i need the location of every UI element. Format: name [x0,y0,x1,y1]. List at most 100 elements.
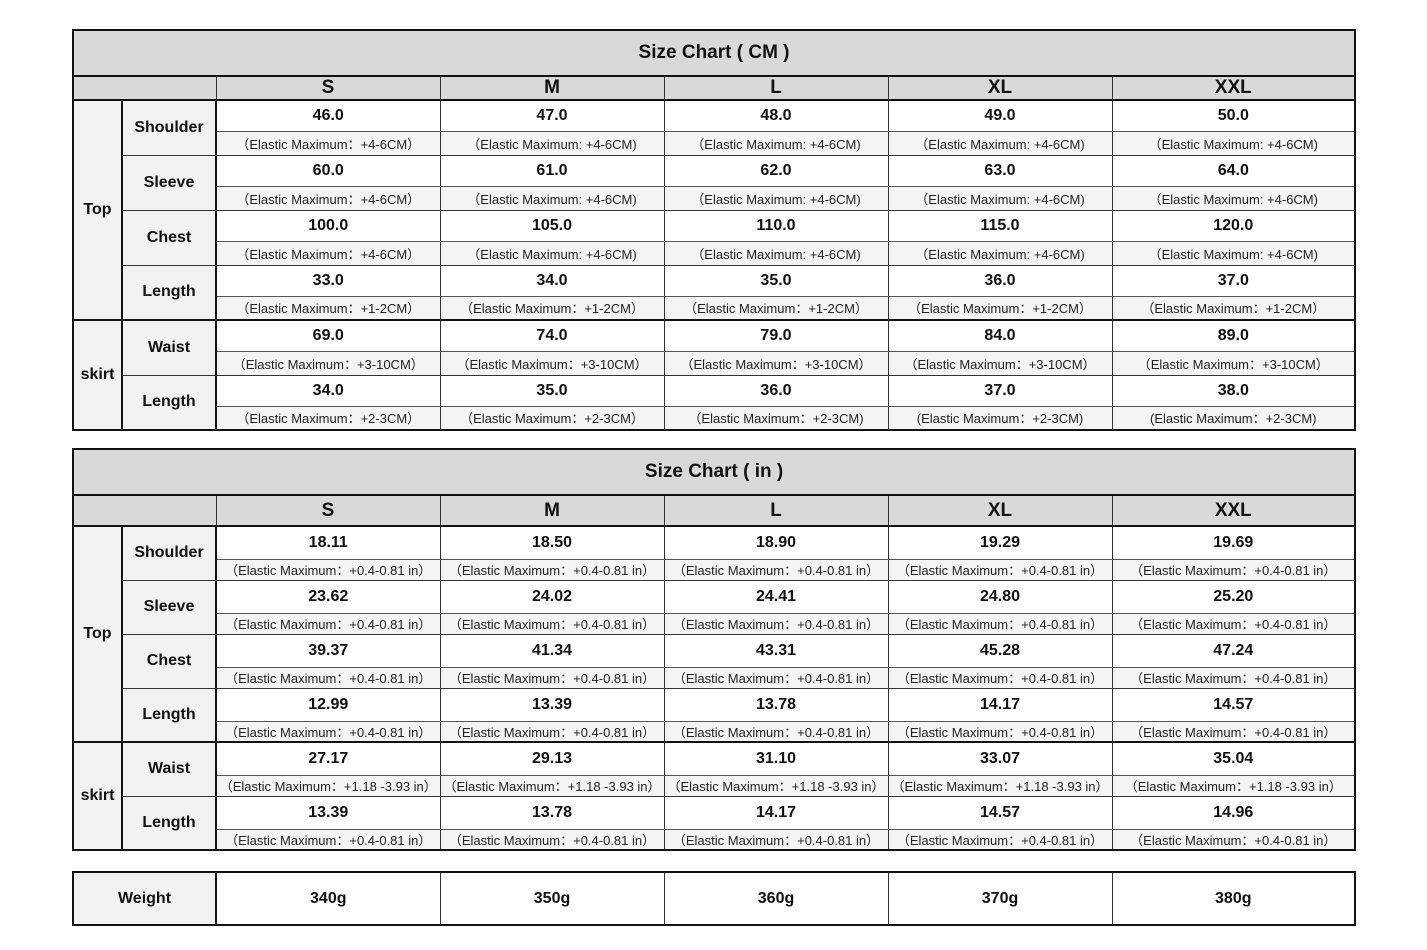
group-label: skirt [72,319,123,431]
elastic-row: （Elastic Maximum：+4-6CM） （Elastic Maximum… [73,130,1356,156]
elastic-row: （Elastic Maximum：+1.18 -3.93 in） （Elastic… [73,774,1356,797]
measurement-row: Length 12.99 13.39 13.78 14.17 14.57 [73,687,1356,743]
elastic-note: （Elastic Maximum：+3-10CM） [663,350,889,376]
elastic-row: （Elastic Maximum：+3-10CM） （Elastic Maximu… [73,350,1356,376]
measurement-label: Chest [121,633,217,689]
elastic-note: （Elastic Maximum：+1.18 -3.93 in） [439,774,665,797]
size-header: L [663,75,889,101]
weight-value: 370g [887,871,1113,926]
elastic-note: （Elastic Maximum：+0.4-0.81 in） [215,666,441,689]
elastic-row: （Elastic Maximum：+4-6CM） （Elastic Maximum… [73,240,1356,266]
elastic-note: （Elastic Maximum: +4-6CM) [1111,240,1356,266]
elastic-note: （Elastic Maximum：+0.4-0.81 in） [887,666,1113,689]
elastic-note: （Elastic Maximum：+0.4-0.81 in） [439,720,665,743]
measurement-value: 24.80 [887,579,1113,614]
elastic-note: （Elastic Maximum: +4-6CM) [1111,185,1356,211]
elastic-row: （Elastic Maximum：+0.4-0.81 in） （Elastic M… [73,666,1356,689]
measurement-row: skirt Waist 27.17 29.13 31.10 33.07 35.04 [72,741,1356,851]
elastic-note: （Elastic Maximum: +4-6CM) [887,185,1113,211]
elastic-note: （Elastic Maximum: +4-6CM) [887,240,1113,266]
size-header: M [439,494,665,527]
group-label: skirt [72,741,123,851]
elastic-note: （Elastic Maximum：+2-3CM） [439,405,665,431]
elastic-note: （Elastic Maximum：+1-2CM） [663,295,889,321]
elastic-note: （Elastic Maximum：+0.4-0.81 in） [1111,666,1356,689]
measurement-value: 39.37 [215,633,441,668]
measurement-value: 14.57 [1111,687,1356,722]
measurement-value: 115.0 [887,209,1113,242]
measurement-label: Chest [121,209,217,266]
measurement-value: 24.41 [663,579,889,614]
size-header: XL [887,75,1113,101]
elastic-note: （Elastic Maximum：+0.4-0.81 in） [887,612,1113,635]
elastic-note: （Elastic Maximum：+0.4-0.81 in） [439,558,665,581]
measurement-value: 14.17 [887,687,1113,722]
elastic-note: （Elastic Maximum：+0.4-0.81 in） [1111,720,1356,743]
measurement-value: 50.0 [1111,99,1356,132]
measurement-value: 61.0 [439,154,665,187]
elastic-note: （Elastic Maximum：+3-10CM） [439,350,665,376]
elastic-note: （Elastic Maximum：+0.4-0.81 in） [215,612,441,635]
table-title: Size Chart ( CM ) [72,29,1356,77]
elastic-note: （Elastic Maximum：+0.4-0.81 in） [663,612,889,635]
measurement-value: 18.90 [663,525,889,560]
measurement-value: 18.11 [215,525,441,560]
measurement-label: Length [121,687,217,743]
measurement-value: 35.0 [439,374,665,407]
measurement-row: Length 13.39 13.78 14.17 14.57 14.96 [73,795,1356,851]
weight-value: 360g [663,871,889,926]
weight-value: 340g [215,871,441,926]
measurement-row: Top Shoulder 18.11 18.50 18.90 19.29 19.69 [72,525,1356,743]
elastic-note: （Elastic Maximum：+1-2CM） [1111,295,1356,321]
measurement-value: 35.0 [663,264,889,297]
weight-row: Weight 340g 350g 360g 370g 380g [72,871,1356,926]
elastic-note: （Elastic Maximum：+0.4-0.81 in） [215,720,441,743]
measurement-value: 13.39 [215,795,441,830]
measurement-value: 34.0 [439,264,665,297]
elastic-row: （Elastic Maximum：+0.4-0.81 in） （Elastic M… [73,558,1356,581]
elastic-note: （Elastic Maximum：+4-6CM） [215,240,441,266]
measurement-value: 27.17 [215,741,441,776]
header-blank-cell [72,494,217,527]
measurement-row: Sleeve 60.0 61.0 62.0 63.0 64.0 [73,154,1356,211]
size-chart-cm-table: Size Chart ( CM ) S M L XL XXL Top Shoulder 46.0… [72,29,1357,431]
measurement-value: 31.10 [663,741,889,776]
measurement-value: 46.0 [215,99,441,132]
elastic-note: （Elastic Maximum：+0.4-0.81 in） [663,828,889,851]
measurement-value: 33.07 [887,741,1113,776]
measurement-row: Chest 39.37 41.34 43.31 45.28 47.24 [73,633,1356,689]
elastic-note: （Elastic Maximum：+4-6CM） [215,130,441,156]
measurement-value: 105.0 [439,209,665,242]
size-header: S [215,75,441,101]
elastic-note: （Elastic Maximum: +4-6CM) [439,185,665,211]
size-header: S [215,494,441,527]
measurement-value: 18.50 [439,525,665,560]
measurement-row: skirt Waist 69.0 74.0 79.0 84.0 89.0 [72,319,1356,431]
measurement-row: Chest 100.0 105.0 110.0 115.0 120.0 [73,209,1356,266]
measurement-row: Top Shoulder 46.0 47.0 48.0 49.0 50.0 [72,99,1356,321]
measurement-value: 48.0 [663,99,889,132]
measurement-value: 14.57 [887,795,1113,830]
measurement-value: 120.0 [1111,209,1356,242]
measurement-value: 43.31 [663,633,889,668]
size-header: M [439,75,665,101]
group-label: Top [72,99,123,321]
measurement-value: 33.0 [215,264,441,297]
measurement-value: 64.0 [1111,154,1356,187]
measurement-value: 34.0 [215,374,441,407]
measurement-value: 24.02 [439,579,665,614]
measurement-value: 25.20 [1111,579,1356,614]
measurement-row: Length 33.0 34.0 35.0 36.0 37.0 [73,264,1356,321]
measurement-value: 63.0 [887,154,1113,187]
elastic-note: （Elastic Maximum: +4-6CM) [439,130,665,156]
elastic-note: （Elastic Maximum：+1-2CM） [439,295,665,321]
elastic-note: （Elastic Maximum：+0.4-0.81 in） [439,828,665,851]
measurement-value: 36.0 [663,374,889,407]
elastic-note: （Elastic Maximum: +4-6CM) [439,240,665,266]
measurement-label: Waist [121,741,217,797]
measurement-value: 49.0 [887,99,1113,132]
measurement-label: Sleeve [121,579,217,635]
elastic-row: （Elastic Maximum：+0.4-0.81 in） （Elastic M… [73,720,1356,743]
size-header-row: S M L XL XXL [72,75,1356,101]
measurement-value: 62.0 [663,154,889,187]
